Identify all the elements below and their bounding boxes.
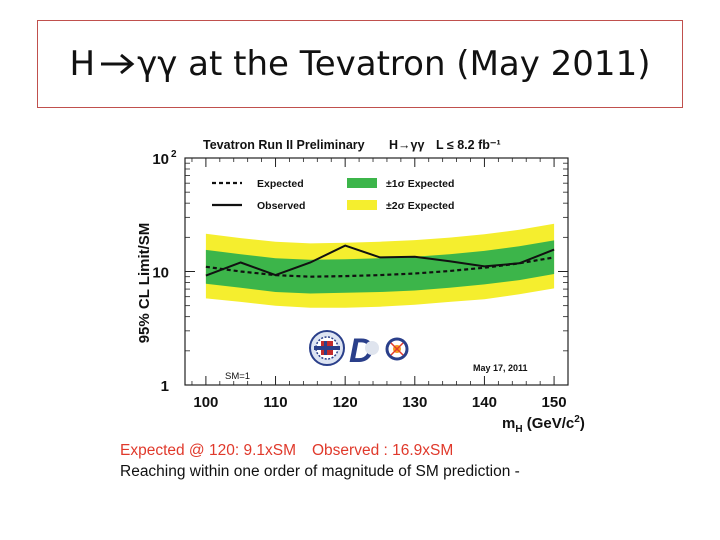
right-arrow-icon bbox=[101, 53, 135, 75]
date-label: May 17, 2011 bbox=[473, 363, 528, 373]
observed-limit-line bbox=[205, 244, 555, 277]
y-tick-exponent: 2 bbox=[171, 149, 177, 160]
sm-label: SM=1 bbox=[225, 371, 250, 382]
x-tick-label: 150 bbox=[542, 394, 567, 411]
chart-title: Tevatron Run II Preliminary bbox=[203, 138, 365, 152]
chart-title-lumi: L ≤ 8.2 fb⁻¹ bbox=[436, 138, 501, 152]
cdf-logo bbox=[309, 330, 345, 366]
legend: Expected Observed ±1σ Expected ±2σ Expec… bbox=[212, 178, 454, 212]
caption-expected: Expected @ 120: 9.1xSM bbox=[120, 442, 296, 459]
slide-title: H γγ at the Tevatron (May 2011) bbox=[70, 44, 651, 84]
title-rest: γγ at the Tevatron (May 2011) bbox=[137, 44, 651, 84]
x-tick-label: 120 bbox=[333, 394, 358, 411]
title-prefix: H bbox=[69, 44, 96, 84]
legend-observed-label: Observed bbox=[257, 200, 305, 212]
x-tick-label: 140 bbox=[472, 394, 497, 411]
expected-limit-line bbox=[205, 256, 555, 278]
legend-1sigma-label: ±1σ Expected bbox=[386, 178, 454, 190]
x-tick-label: 100 bbox=[193, 394, 218, 411]
chart-title-process: H→γγ bbox=[389, 138, 424, 152]
band-1sigma bbox=[205, 240, 555, 294]
x-tick-label: 110 bbox=[263, 394, 287, 411]
limit-plot: 100 110 120 130 140 150 10 2 10 1 Tevatron Run II… bbox=[130, 128, 590, 440]
caption-results: Expected @ 120: 9.1xSM Observed : 16.9xSM bbox=[120, 442, 620, 460]
slide-title-box: H γγ at the Tevatron (May 2011) bbox=[37, 20, 683, 108]
caption-observed: Observed : 16.9xSM bbox=[312, 442, 454, 459]
legend-expected-label: Expected bbox=[257, 178, 304, 190]
d0-logo: D bbox=[349, 332, 410, 370]
x-tick-label: 130 bbox=[402, 394, 427, 411]
y-axis-label: 95% CL Limit/SM bbox=[136, 223, 153, 344]
caption-note: Reaching within one order of magnitude o… bbox=[120, 463, 520, 480]
legend-2sigma-swatch bbox=[347, 200, 377, 210]
y-tick-label: 1 bbox=[161, 378, 169, 395]
y-tick-label: 10 bbox=[152, 265, 169, 282]
y-tick-label: 10 bbox=[152, 151, 169, 168]
x-axis-label: mH (GeV/c2) bbox=[502, 414, 585, 435]
legend-1sigma-swatch bbox=[347, 178, 377, 188]
legend-2sigma-label: ±2σ Expected bbox=[386, 200, 454, 212]
